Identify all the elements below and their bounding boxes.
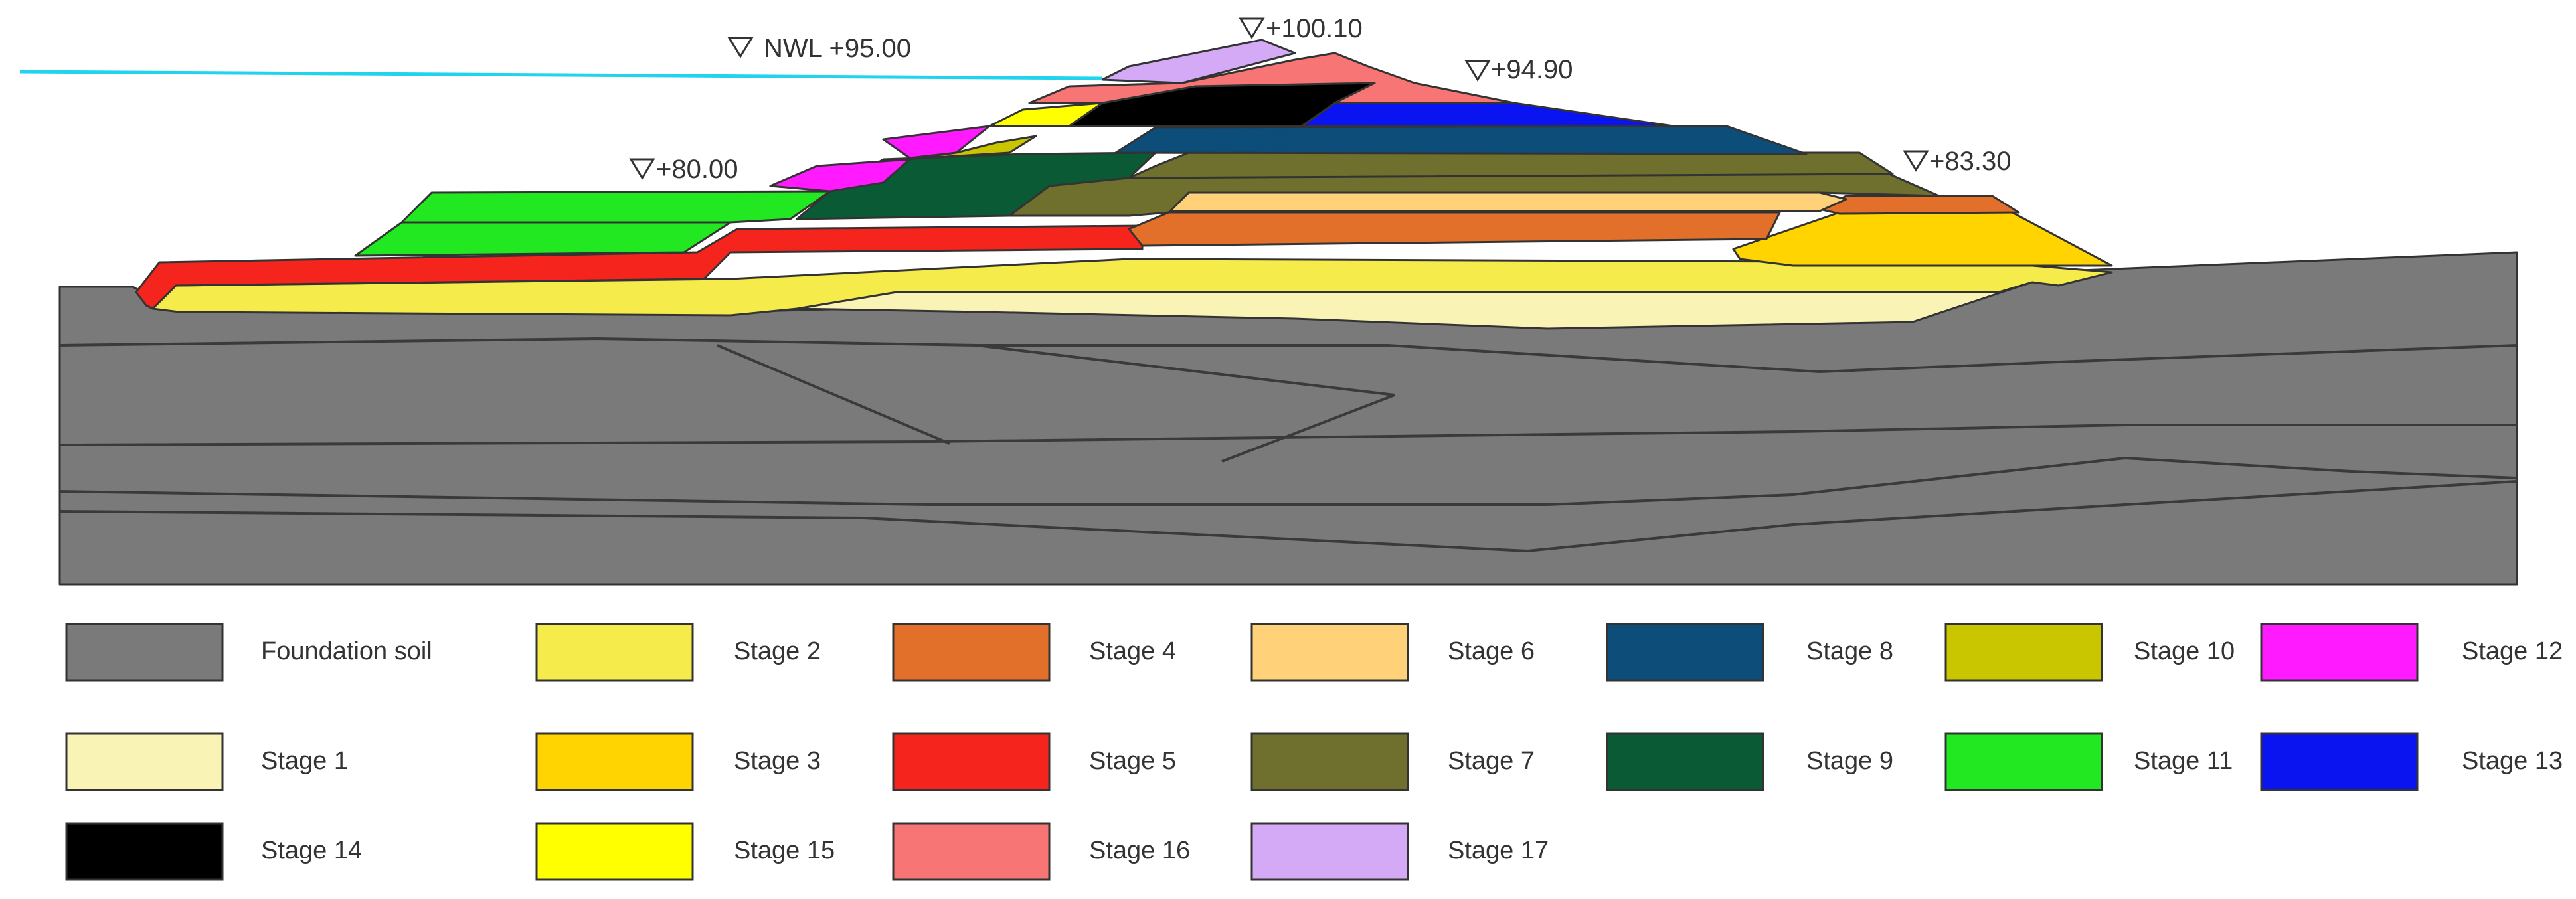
stage-10-zone bbox=[882, 135, 1037, 162]
legend-swatch bbox=[2260, 623, 2419, 682]
legend-item: Stage 7 bbox=[1250, 732, 1535, 791]
legend-swatch bbox=[1606, 623, 1764, 682]
soil-layer-line-6 bbox=[976, 344, 1395, 463]
reservoir-water-line bbox=[19, 70, 1103, 80]
legend-item: Stage 9 bbox=[1606, 732, 1893, 791]
soil-layer-line-2 bbox=[59, 424, 2517, 446]
elevation-marker-upstream-berm: +80.00 bbox=[629, 155, 738, 184]
stage-6-zone bbox=[1167, 191, 1847, 212]
legend-swatch bbox=[892, 732, 1051, 791]
legend-item: Stage 10 bbox=[1944, 623, 2235, 682]
legend-label: Stage 15 bbox=[734, 837, 835, 864]
legend-swatch bbox=[892, 822, 1051, 881]
legend-swatch bbox=[1944, 732, 2103, 791]
legend-item: Stage 15 bbox=[535, 822, 835, 881]
elevation-label-downstream-toe-berm: +83.30 bbox=[1929, 147, 2011, 176]
elevation-label-downstream-berm-top: +94.90 bbox=[1491, 55, 1573, 84]
legend-label: Stage 2 bbox=[734, 637, 821, 665]
elevation-marker-downstream-berm-top: +94.90 bbox=[1464, 55, 1573, 84]
legend-item: Foundation soil bbox=[65, 623, 432, 682]
legend-label: Stage 16 bbox=[1089, 837, 1190, 864]
stage-11-zone-upper bbox=[400, 190, 831, 224]
legend-item: Stage 14 bbox=[65, 822, 362, 881]
elevation-triangle-icon bbox=[727, 37, 754, 58]
legend-swatch bbox=[65, 732, 224, 791]
legend-swatch bbox=[65, 623, 224, 682]
elevation-triangle-icon bbox=[629, 158, 655, 180]
legend-swatch bbox=[535, 822, 694, 881]
legend-item: Stage 4 bbox=[892, 623, 1176, 682]
legend-item: Stage 13 bbox=[2260, 732, 2563, 791]
elevation-label-nwl: NWL +95.00 bbox=[764, 34, 911, 63]
legend-swatch bbox=[2260, 732, 2419, 791]
elevation-marker-crest: +100.10 bbox=[1239, 14, 1363, 43]
legend-label: Stage 7 bbox=[1448, 747, 1535, 775]
elevation-triangle-icon bbox=[1239, 17, 1265, 39]
stage-12-zone bbox=[769, 158, 911, 193]
stage-17-zone bbox=[1101, 39, 1296, 84]
legend-item: Stage 12 bbox=[2260, 623, 2563, 682]
legend-item: Stage 5 bbox=[892, 732, 1176, 791]
legend-item: Stage 8 bbox=[1606, 623, 1893, 682]
elevation-label-crest: +100.10 bbox=[1266, 14, 1363, 43]
legend-swatch bbox=[1250, 732, 1409, 791]
legend-item: Stage 6 bbox=[1250, 623, 1535, 682]
elevation-marker-downstream-toe-berm: +83.30 bbox=[1903, 147, 2011, 176]
legend-label: Stage 1 bbox=[261, 747, 348, 775]
legend-swatch bbox=[535, 623, 694, 682]
legend-swatch bbox=[535, 732, 694, 791]
legend-item: Stage 3 bbox=[535, 732, 821, 791]
legend-item: Stage 17 bbox=[1250, 822, 1549, 881]
legend-item: Stage 11 bbox=[1944, 732, 2233, 791]
legend-label: Stage 11 bbox=[2134, 747, 2233, 775]
legend-swatch bbox=[1944, 623, 2103, 682]
legend-label: Stage 8 bbox=[1806, 637, 1893, 665]
legend-item: Stage 1 bbox=[65, 732, 348, 791]
soil-layer-line-4 bbox=[59, 480, 2518, 553]
legend-swatch bbox=[1250, 623, 1409, 682]
stage-3-zone bbox=[1732, 211, 2113, 267]
legend-label: Stage 9 bbox=[1806, 747, 1893, 775]
stage-13-zone bbox=[1300, 102, 1675, 127]
legend-swatch bbox=[1606, 732, 1764, 791]
soil-layer-line-3 bbox=[59, 456, 2518, 506]
legend-swatch bbox=[65, 822, 224, 881]
legend-item: Stage 2 bbox=[535, 623, 821, 682]
stage-7-zone-upper bbox=[1128, 151, 1894, 179]
legend-label: Stage 17 bbox=[1448, 837, 1549, 864]
elevation-marker-nwl: NWL +95.00 bbox=[727, 34, 911, 63]
soil-layer-line-1 bbox=[59, 337, 2518, 374]
stage-4-zone bbox=[1128, 211, 1781, 247]
legend-swatch bbox=[892, 623, 1051, 682]
legend-label: Stage 4 bbox=[1089, 637, 1176, 665]
legend-label: Stage 12 bbox=[2462, 637, 2563, 665]
legend-label: Stage 6 bbox=[1448, 637, 1535, 665]
elevation-triangle-icon bbox=[1903, 150, 1929, 172]
legend-label: Stage 10 bbox=[2134, 637, 2235, 665]
elevation-triangle-icon bbox=[1464, 60, 1491, 82]
stage-11-zone-lower bbox=[354, 221, 732, 257]
stage-2-zone bbox=[151, 258, 2113, 317]
legend-label: Stage 13 bbox=[2462, 747, 2563, 775]
elevation-label-upstream-berm: +80.00 bbox=[656, 155, 738, 184]
legend-label: Stage 3 bbox=[734, 747, 821, 775]
legend-label: Foundation soil bbox=[261, 637, 432, 665]
legend: Foundation soil Stage 2 Stage 4 Stage 6 … bbox=[65, 623, 2563, 881]
soil-layer-line-5 bbox=[717, 344, 950, 445]
legend-label: Stage 14 bbox=[261, 837, 362, 864]
legend-label: Stage 5 bbox=[1089, 747, 1176, 775]
legend-item: Stage 16 bbox=[892, 822, 1190, 881]
stage-4-zone-downstream bbox=[1818, 195, 2020, 215]
legend-swatch bbox=[1250, 822, 1409, 881]
stage-8-zone bbox=[1114, 125, 1808, 155]
